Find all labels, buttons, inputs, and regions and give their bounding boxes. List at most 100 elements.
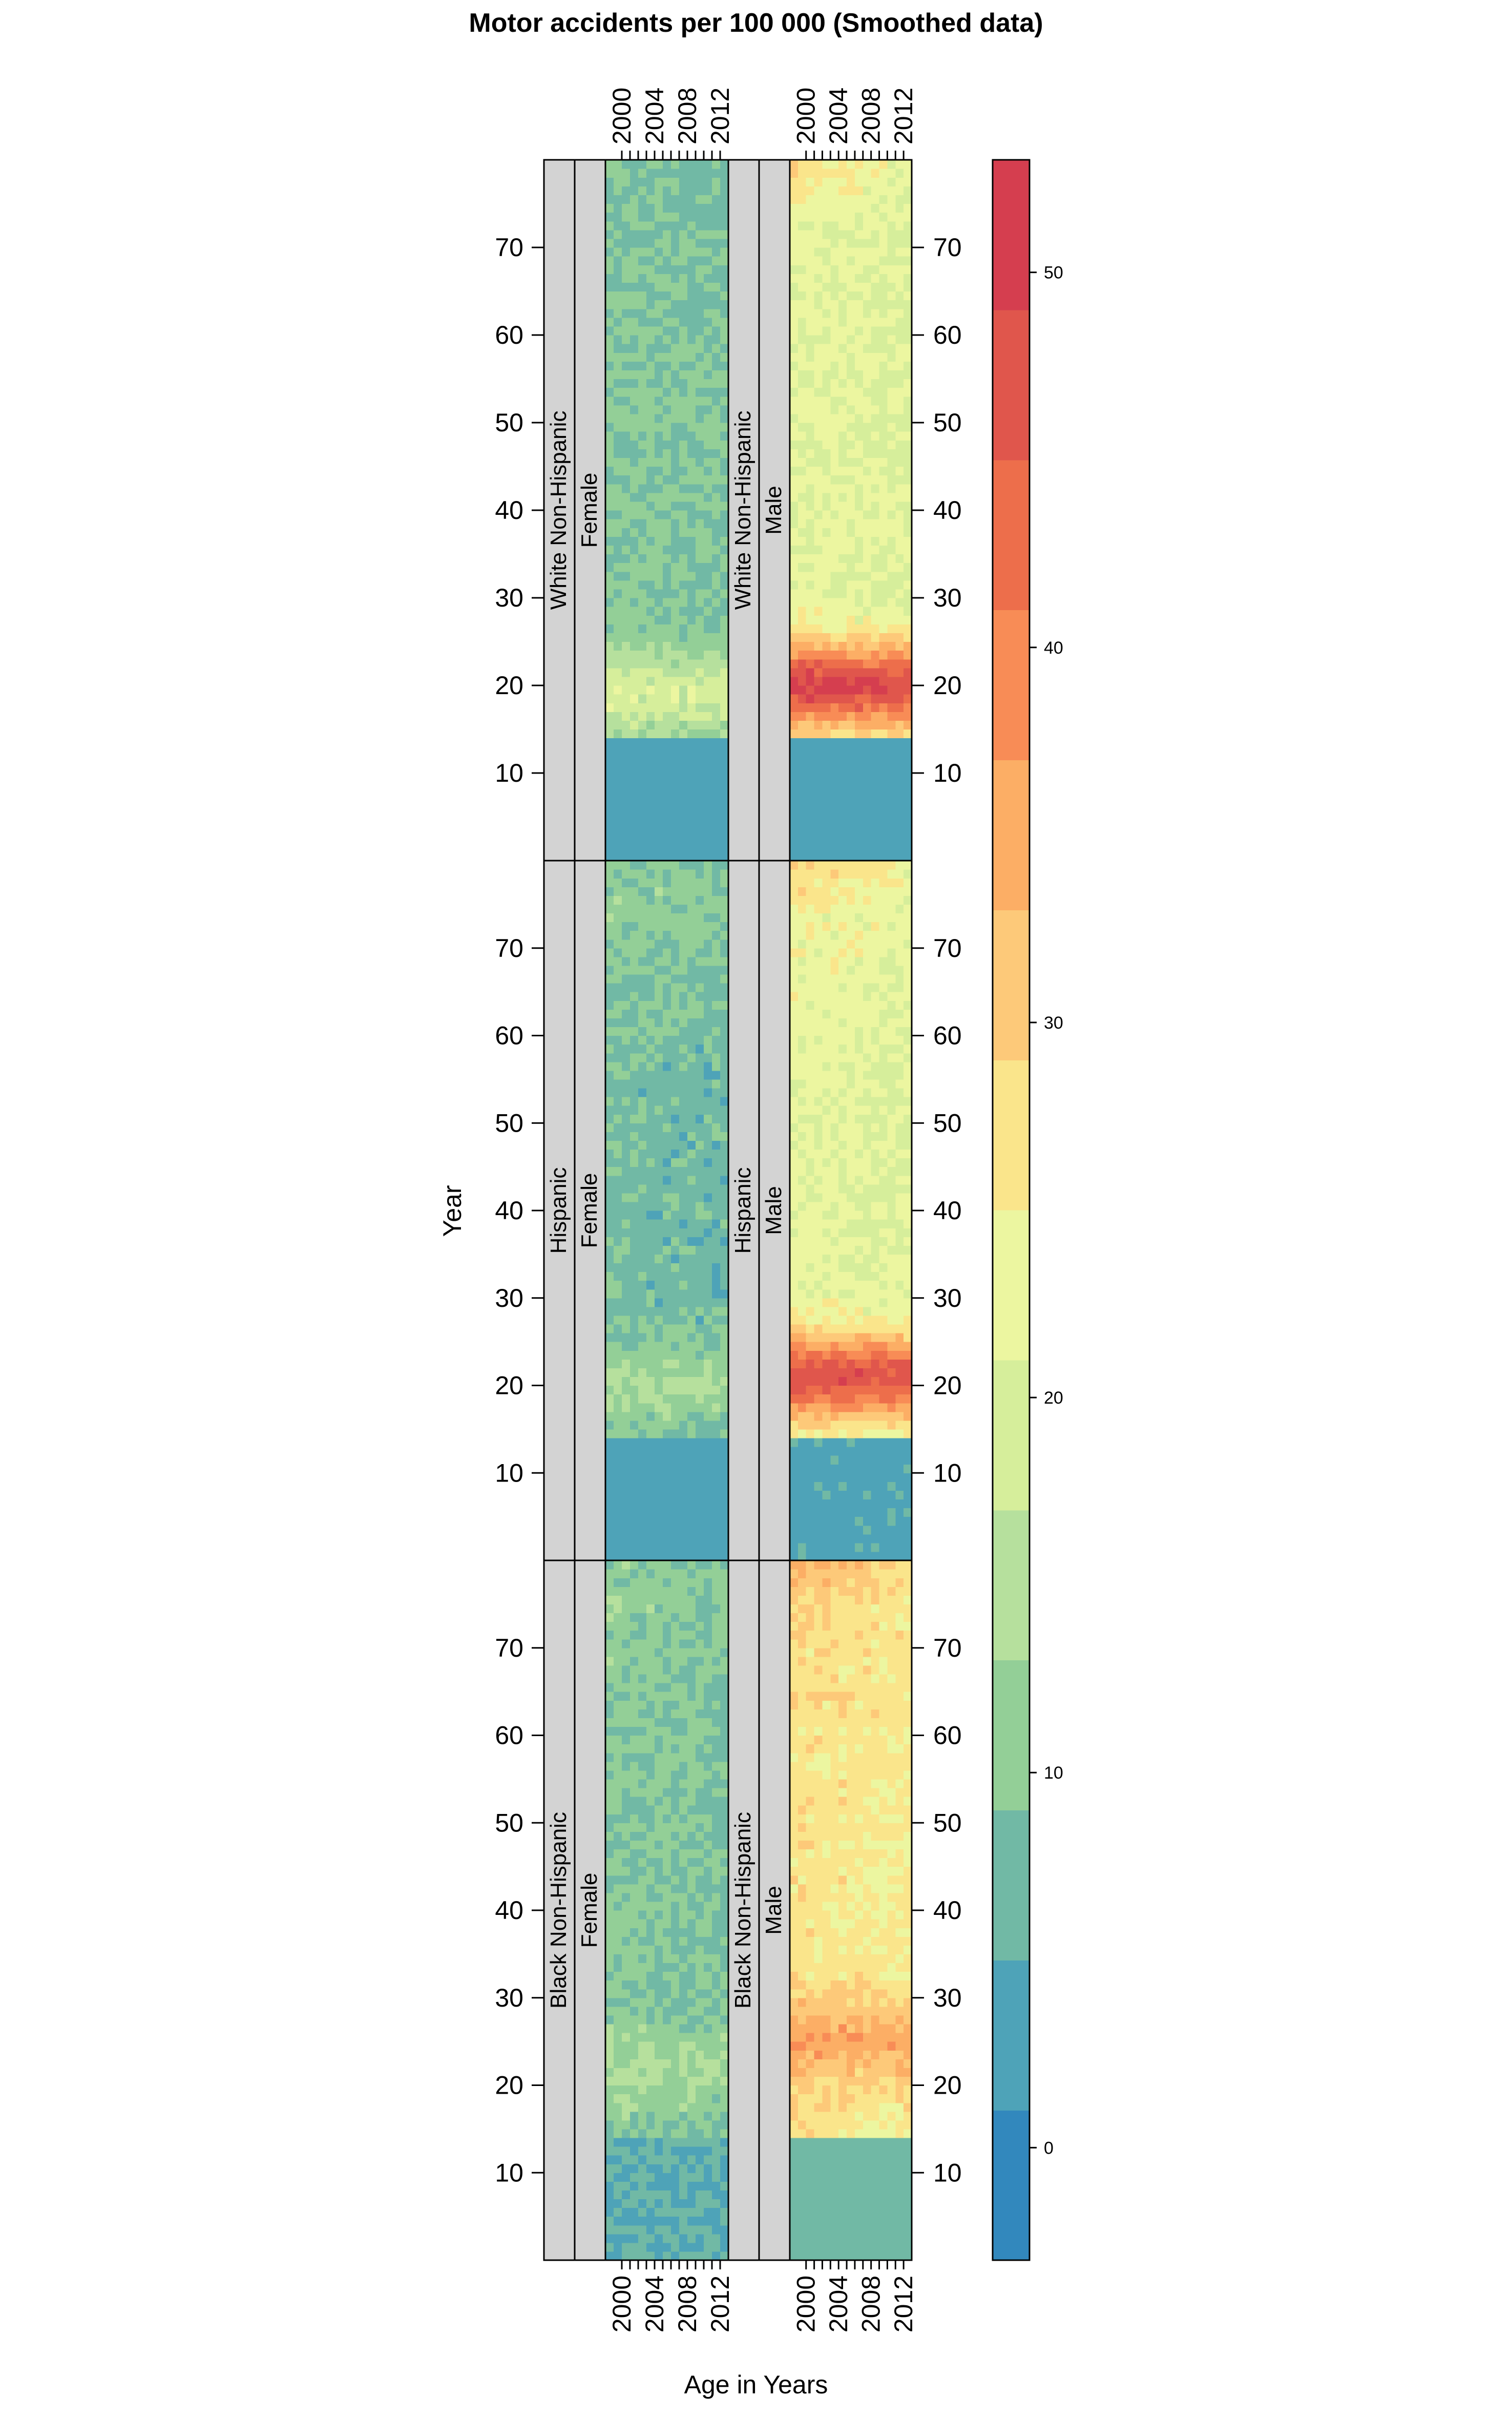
heatmap-cell xyxy=(879,703,888,712)
heatmap-cell xyxy=(638,1175,647,1185)
heatmap-cell xyxy=(638,1044,647,1054)
heatmap-cell xyxy=(679,1306,688,1316)
heatmap-cell xyxy=(863,326,872,336)
heatmap-cell xyxy=(854,589,864,598)
heatmap-cell xyxy=(904,1271,912,1281)
heatmap-cell xyxy=(790,1516,799,1526)
heatmap-cell xyxy=(712,773,721,782)
heatmap-cell xyxy=(696,729,704,739)
heatmap-cell xyxy=(679,1403,688,1412)
heatmap-cell xyxy=(679,256,688,265)
heatmap-cell xyxy=(630,948,639,957)
heatmap-cell xyxy=(904,1342,912,1351)
heatmap-cell xyxy=(704,703,712,712)
heatmap-cell xyxy=(630,773,639,782)
heatmap-cell xyxy=(614,1114,622,1123)
heatmap-cell xyxy=(614,1027,622,1036)
heatmap-cell xyxy=(847,501,855,511)
heatmap-cell xyxy=(904,712,912,721)
heatmap-cell xyxy=(790,1097,799,1106)
heatmap-cell xyxy=(830,510,839,519)
heatmap-cell xyxy=(638,720,647,730)
heatmap-cell xyxy=(904,308,912,318)
heatmap-cell xyxy=(638,335,647,344)
heatmap-cell xyxy=(822,703,831,712)
heatmap-cell xyxy=(655,633,663,642)
heatmap-cell xyxy=(614,282,622,292)
heatmap-cell xyxy=(712,370,721,380)
heatmap-cell xyxy=(638,203,647,213)
heatmap-cell xyxy=(696,1061,704,1071)
heatmap-cell xyxy=(687,1464,696,1473)
heatmap-cell xyxy=(847,1219,855,1228)
heatmap-cell xyxy=(704,676,712,686)
heatmap-cell xyxy=(887,423,896,432)
heatmap-cell xyxy=(822,895,831,905)
heatmap-cell xyxy=(687,869,696,879)
heatmap-cell xyxy=(622,256,631,265)
heatmap-cell xyxy=(687,335,696,344)
heatmap-cell xyxy=(814,729,823,739)
heatmap-cell xyxy=(646,1263,655,1272)
heatmap-cell xyxy=(797,1211,807,1220)
heatmap-cell xyxy=(879,1350,888,1360)
heatmap-cell xyxy=(622,1114,631,1123)
heatmap-cell xyxy=(638,878,647,887)
heatmap-cell xyxy=(679,1376,688,1386)
heatmap-cell xyxy=(854,379,864,388)
heatmap-cell xyxy=(622,326,631,336)
heatmap-cell xyxy=(887,746,896,756)
heatmap-cell xyxy=(696,1437,704,1447)
heatmap-cell xyxy=(663,361,671,370)
heatmap-cell xyxy=(687,396,696,406)
heatmap-cell xyxy=(879,335,888,344)
heatmap-cell xyxy=(830,764,839,774)
heatmap-cell xyxy=(830,817,839,826)
heatmap-cell xyxy=(614,423,622,432)
heatmap-cell xyxy=(712,895,721,905)
heatmap-cell xyxy=(655,1437,663,1447)
heatmap-cell xyxy=(638,1508,647,1517)
heatmap-cell xyxy=(830,965,839,975)
heatmap-cell xyxy=(822,274,831,283)
heatmap-cell xyxy=(671,956,680,966)
heatmap-cell xyxy=(854,1306,864,1316)
heatmap-cell xyxy=(663,1166,671,1176)
heatmap-cell xyxy=(720,1499,729,1509)
heatmap-cell xyxy=(847,457,855,467)
heatmap-cell xyxy=(904,956,912,966)
heatmap-cell xyxy=(638,536,647,546)
heatmap-cell xyxy=(614,1306,622,1316)
heatmap-cell xyxy=(663,685,671,695)
heatmap-cell xyxy=(712,764,721,774)
heatmap-cell xyxy=(646,1070,655,1080)
heatmap-cell xyxy=(630,1201,639,1211)
heatmap-cell xyxy=(806,1027,815,1036)
heatmap-cell xyxy=(822,1508,831,1517)
heatmap-cell xyxy=(904,1359,912,1368)
heatmap-cell xyxy=(679,1289,688,1299)
heatmap-cell xyxy=(887,186,896,195)
heatmap-cell xyxy=(854,545,864,555)
heatmap-cell xyxy=(830,1114,839,1123)
heatmap-cell xyxy=(646,887,655,896)
heatmap-cell xyxy=(712,238,721,248)
heatmap-cell xyxy=(687,1342,696,1351)
heatmap-cell xyxy=(887,913,896,923)
heatmap-cell xyxy=(630,834,639,844)
heatmap-cell xyxy=(838,308,847,318)
heatmap-cell xyxy=(646,1053,655,1062)
heatmap-cell xyxy=(614,1473,622,1482)
heatmap-cell xyxy=(806,913,815,923)
heatmap-cell xyxy=(679,1473,688,1482)
heatmap-cell xyxy=(904,1000,912,1010)
heatmap-cell xyxy=(622,712,631,721)
heatmap-cell xyxy=(904,825,912,835)
heatmap-cell xyxy=(830,782,839,791)
heatmap-cell xyxy=(704,1201,712,1211)
heatmap-cell xyxy=(638,1132,647,1141)
heatmap-cell xyxy=(720,1508,729,1517)
heatmap-cell xyxy=(720,203,729,213)
heatmap-cell xyxy=(696,939,704,949)
heatmap-cell xyxy=(847,1437,855,1447)
